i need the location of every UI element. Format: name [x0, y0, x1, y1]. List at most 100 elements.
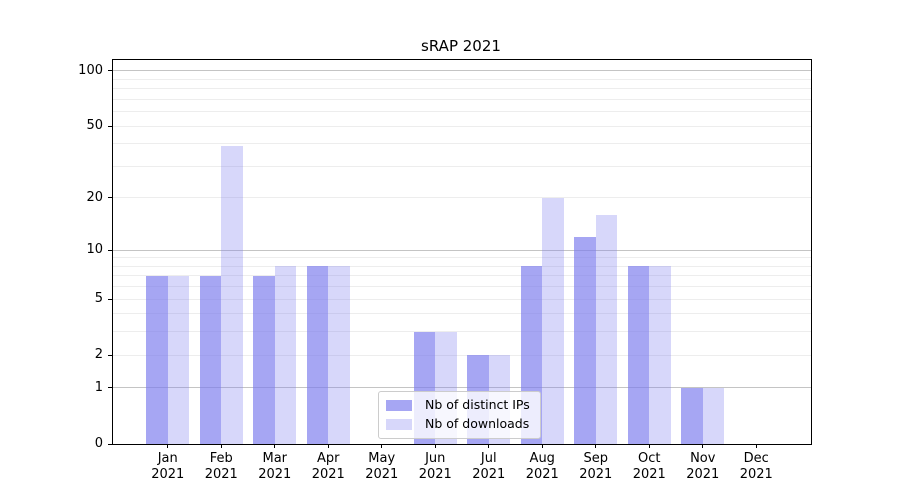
y-tick-mark	[108, 354, 112, 356]
bar-downloads-apr	[328, 266, 350, 444]
gridline-minor	[113, 354, 811, 356]
x-tick-month: May	[368, 451, 396, 466]
x-tick-year: 2021	[632, 467, 666, 482]
bar-distinct-ips-nov	[681, 387, 703, 444]
x-tick-year: 2021	[579, 467, 613, 482]
legend-item-downloads: Nb of downloads	[386, 417, 530, 431]
bar-distinct-ips-sep	[574, 236, 596, 444]
x-tick-year: 2021	[365, 467, 399, 482]
x-tick-month: Mar	[262, 451, 288, 466]
x-tick-mark	[702, 444, 704, 448]
x-tick-mark	[220, 444, 222, 448]
x-tick-month: Aug	[529, 451, 555, 466]
x-tick-year: 2021	[739, 467, 773, 482]
y-tick-mark	[108, 443, 112, 445]
x-tick-month: Nov	[690, 451, 716, 466]
gridline-minor	[113, 88, 811, 90]
gridline-major	[113, 387, 811, 389]
chart-title: sRAP 2021	[421, 37, 501, 55]
legend-swatch-distinct-ips-icon	[386, 399, 412, 411]
x-tick-label: Jul 2021	[459, 451, 519, 483]
x-tick-year: 2021	[418, 467, 452, 482]
bar-downloads-nov	[702, 387, 725, 444]
x-tick-label: Mar 2021	[245, 451, 305, 483]
gridline-minor	[113, 143, 811, 145]
x-tick-mark	[434, 444, 436, 448]
x-tick-month: Apr	[317, 451, 340, 466]
x-tick-label: Oct 2021	[619, 451, 679, 483]
y-tick-mark	[108, 197, 112, 199]
x-tick-mark	[595, 444, 597, 448]
x-tick-year: 2021	[686, 467, 720, 482]
y-tick-label: 1	[94, 379, 103, 395]
gridline-minor	[113, 165, 811, 167]
bar-downloads-mar	[274, 266, 297, 444]
x-tick-year: 2021	[525, 467, 559, 482]
y-tick-label: 100	[78, 62, 103, 78]
y-tick-label: 10	[86, 242, 103, 258]
y-tick-label: 2	[94, 347, 103, 363]
x-tick-mark	[327, 444, 329, 448]
x-tick-year: 2021	[311, 467, 345, 482]
x-tick-month: Oct	[638, 451, 661, 466]
legend-label-distinct-ips: Nb of distinct IPs	[425, 397, 530, 412]
x-tick-month: Sep	[583, 451, 608, 466]
gridline-minor	[113, 265, 811, 267]
gridline-minor	[113, 331, 811, 333]
gridline-minor	[113, 257, 811, 259]
y-tick-label: 5	[94, 291, 103, 307]
gridline-minor	[113, 286, 811, 288]
x-tick-mark	[488, 444, 490, 448]
bar-downloads-sep	[595, 215, 618, 444]
x-tick-year: 2021	[472, 467, 506, 482]
gridline-major	[113, 70, 811, 72]
y-tick-label: 0	[94, 436, 103, 451]
x-tick-month: Jul	[480, 451, 497, 466]
plot-area: 0 1 2 5 10 20 50 100 Jan 2021 Feb 2021 Mar 2021 Apr 202…	[78, 59, 812, 482]
y-tick-mark	[108, 70, 112, 72]
y-tick-label: 20	[86, 189, 103, 205]
bar-downloads-oct	[649, 266, 671, 444]
x-tick-year: 2021	[151, 467, 185, 482]
y-tick-mark	[108, 125, 112, 127]
x-tick-mark	[755, 444, 757, 448]
y-tick-label: 50	[86, 118, 103, 134]
legend: Nb of distinct IPs Nb of downloads	[378, 391, 541, 439]
x-tick-month: Jun	[425, 451, 446, 466]
x-tick-mark	[167, 444, 169, 448]
y-tick-mark	[108, 298, 112, 300]
x-tick-label: Apr 2021	[298, 451, 358, 483]
gridline-minor	[113, 275, 811, 277]
gridline-minor	[113, 298, 811, 300]
bar-distinct-ips-oct	[627, 266, 650, 444]
gridline-minor	[113, 125, 811, 127]
gridline-minor	[113, 111, 811, 113]
x-tick-label: Dec 2021	[726, 451, 786, 483]
x-tick-mark	[274, 444, 276, 448]
bar-distinct-ips-apr	[306, 266, 329, 444]
x-tick-mark	[381, 444, 383, 448]
legend-label-downloads: Nb of downloads	[425, 416, 530, 431]
gridline-minor	[113, 78, 811, 80]
x-tick-label: Feb 2021	[191, 451, 251, 483]
legend-swatch-downloads-icon	[386, 418, 412, 430]
x-tick-label: May 2021	[352, 451, 412, 483]
x-tick-year: 2021	[204, 467, 238, 482]
legend-item-distinct-ips: Nb of distinct IPs	[386, 398, 530, 412]
x-tick-label: Nov 2021	[673, 451, 733, 483]
x-tick-month: Dec	[743, 451, 769, 466]
x-tick-year: 2021	[258, 467, 292, 482]
y-tick-mark	[108, 249, 112, 251]
bar-downloads-aug	[542, 197, 564, 444]
gridline-major	[113, 249, 811, 251]
x-tick-label: Jun 2021	[405, 451, 465, 483]
x-tick-label: Sep 2021	[566, 451, 626, 483]
bar-distinct-ips-jan	[146, 275, 168, 444]
x-tick-mark	[541, 444, 543, 448]
y-tick-mark	[108, 387, 112, 389]
x-tick-mark	[648, 444, 650, 448]
bar-downloads-jan	[167, 275, 190, 444]
x-tick-month: Feb	[209, 451, 233, 466]
gridline-minor	[113, 197, 811, 199]
